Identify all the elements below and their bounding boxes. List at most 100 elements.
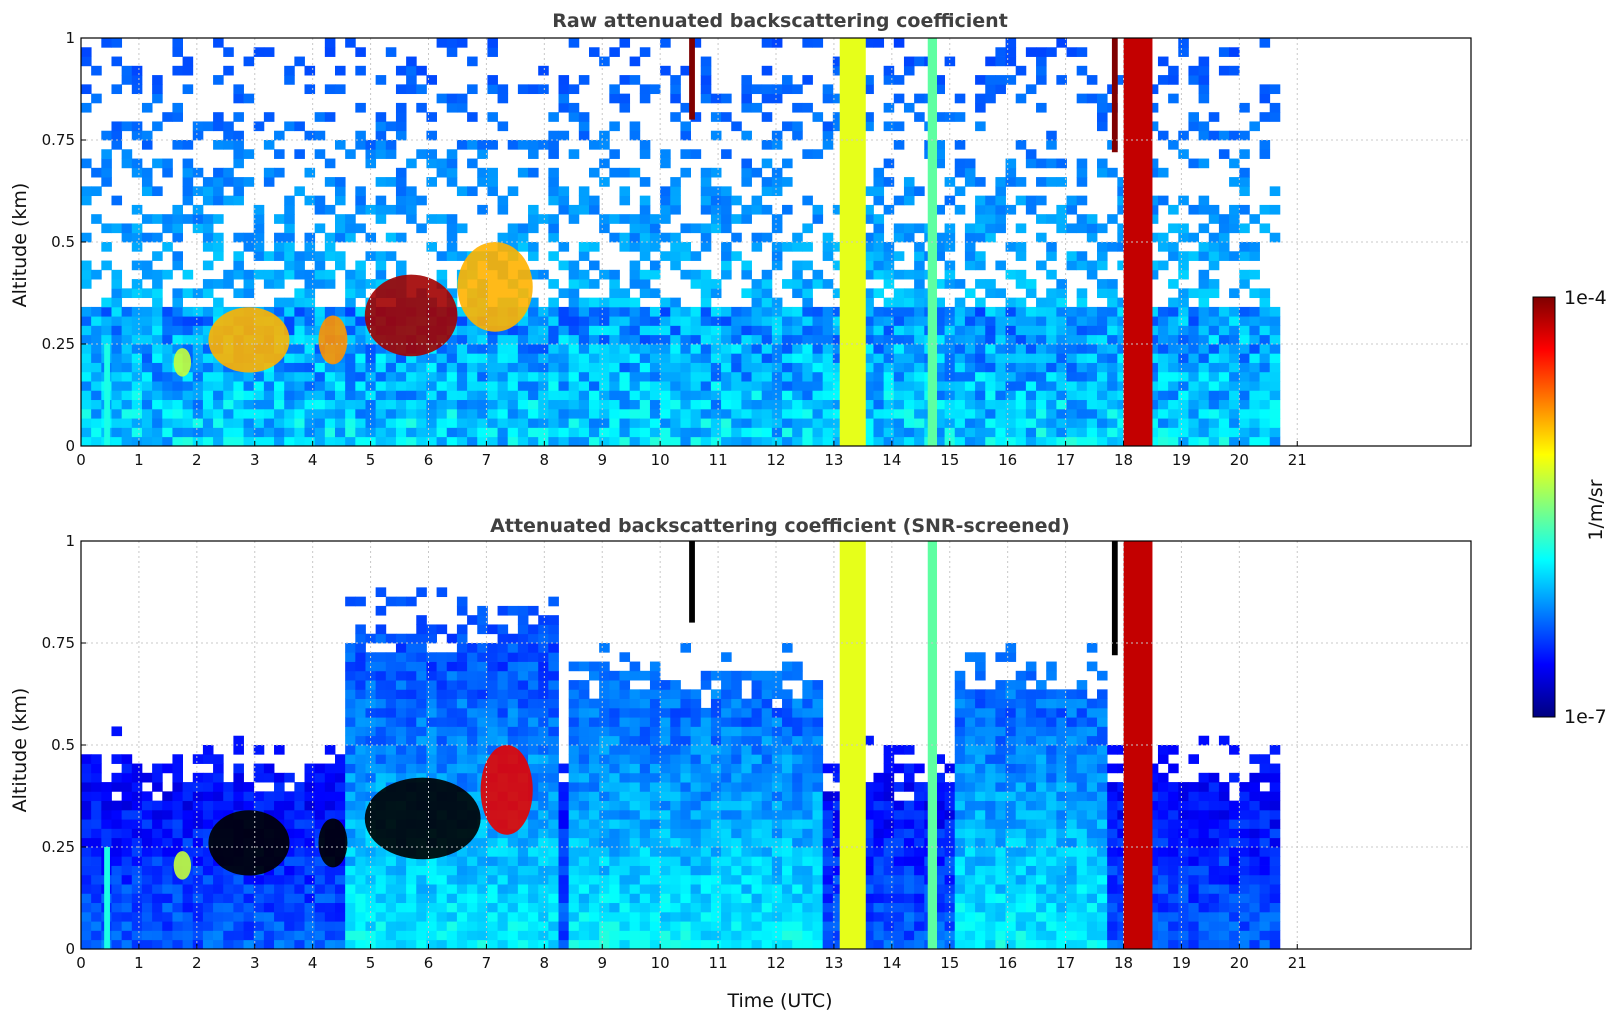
heatmap-cell: [1005, 436, 1017, 447]
heatmap-cell: [568, 316, 580, 326]
heatmap-cell: [731, 763, 742, 774]
heatmap-cell: [700, 75, 712, 85]
heatmap-cell: [761, 38, 773, 48]
heatmap-cell: [1198, 408, 1210, 419]
heatmap-cell: [589, 661, 600, 672]
heatmap-cell: [1066, 418, 1078, 428]
heatmap-cell: [660, 362, 671, 373]
heatmap-cell: [629, 371, 641, 382]
heatmap-cell: [995, 436, 1006, 447]
heatmap-cell: [670, 75, 681, 85]
heatmap-cell: [751, 911, 763, 922]
heatmap-cell: [741, 427, 752, 438]
heatmap-cell: [670, 177, 681, 187]
heatmap-cell: [934, 316, 945, 326]
heatmap-cell: [355, 344, 366, 354]
heatmap-cell: [538, 624, 549, 635]
heatmap-cell: [284, 214, 295, 224]
heatmap-cell: [1188, 390, 1199, 401]
heatmap-cell: [233, 884, 244, 894]
heatmap-cell: [1178, 223, 1189, 234]
heatmap-cell: [619, 353, 631, 363]
heatmap-cell: [538, 726, 549, 737]
heatmap-cell: [832, 371, 844, 382]
heatmap-cell: [1218, 65, 1230, 76]
heatmap-cell: [263, 436, 275, 447]
heatmap-cell: [578, 735, 590, 746]
heatmap-cell: [568, 800, 580, 811]
heatmap-cell: [619, 837, 631, 848]
heatmap-cell: [731, 306, 742, 317]
heatmap-cell: [182, 325, 194, 336]
heatmap-cell: [944, 371, 956, 382]
heatmap-cell: [639, 436, 651, 447]
heatmap-cell: [121, 939, 133, 950]
heatmap-cell: [395, 902, 407, 913]
heatmap-cell: [1218, 344, 1230, 354]
heatmap-cell: [903, 177, 915, 187]
heatmap-cell: [985, 362, 996, 373]
heatmap-cell: [243, 390, 255, 401]
heatmap-cell: [406, 670, 417, 681]
heatmap-cell: [456, 847, 468, 857]
heatmap-cell: [517, 939, 529, 950]
heatmap-cell: [903, 102, 915, 113]
heatmap-cell: [101, 837, 112, 848]
heatmap-cell: [345, 288, 356, 299]
heatmap-cell: [1188, 204, 1199, 215]
heatmap-cell: [548, 847, 559, 857]
heatmap-cell: [538, 436, 549, 447]
heatmap-cell: [528, 902, 539, 913]
heatmap-cell: [436, 158, 448, 169]
heatmap-cell: [710, 754, 722, 764]
heatmap-cell: [141, 893, 153, 904]
heatmap-cell: [741, 158, 752, 169]
heatmap-cell: [680, 726, 691, 737]
heatmap-cell: [792, 353, 803, 363]
heatmap-cell: [721, 930, 732, 941]
y-axis-label-raw: Altitude (km): [9, 183, 31, 308]
heatmap-cell: [710, 223, 722, 234]
heatmap-cell: [477, 325, 488, 336]
heatmap-cell: [782, 399, 793, 410]
heatmap-cell: [589, 763, 600, 774]
heatmap-cell: [517, 605, 529, 616]
heatmap-cell: [741, 93, 752, 104]
heatmap-cell: [345, 381, 356, 391]
heatmap-cell: [355, 195, 366, 206]
heatmap-cell: [487, 856, 498, 866]
heatmap-cell: [101, 223, 112, 234]
heatmap-cell: [578, 874, 590, 885]
heatmap-cell: [152, 353, 163, 363]
heatmap-cell: [731, 874, 742, 885]
heatmap-cell: [1005, 38, 1017, 48]
heatmap-cell: [81, 408, 92, 419]
heatmap-cell: [761, 418, 773, 428]
heatmap-cell: [162, 371, 173, 382]
heatmap-cell: [639, 884, 651, 894]
heatmap-cell: [893, 121, 905, 132]
heatmap-cell: [375, 726, 387, 737]
heatmap-cell: [568, 102, 580, 113]
heatmap-cell: [619, 288, 631, 299]
heatmap-cell: [731, 819, 742, 829]
heatmap-cell: [517, 633, 529, 644]
heatmap-cell: [528, 269, 539, 280]
heatmap-cell: [883, 381, 895, 391]
heatmap-cell: [568, 418, 580, 428]
heatmap-cell: [629, 75, 641, 85]
heatmap-cell: [1015, 371, 1027, 382]
heatmap-cell: [91, 65, 102, 76]
heatmap-cell: [324, 251, 336, 261]
heatmap-cell: [558, 75, 570, 85]
heatmap-cell: [893, 418, 905, 428]
heatmap-cell: [274, 745, 285, 755]
heatmap-cell: [223, 269, 234, 280]
heatmap-cell: [152, 911, 163, 922]
heatmap-cell: [710, 837, 722, 848]
heatmap-cell: [558, 325, 570, 336]
heatmap-cell: [954, 399, 966, 410]
heatmap-cell: [406, 772, 417, 783]
heatmap-cell: [456, 251, 468, 261]
heatmap-cell: [385, 763, 397, 774]
